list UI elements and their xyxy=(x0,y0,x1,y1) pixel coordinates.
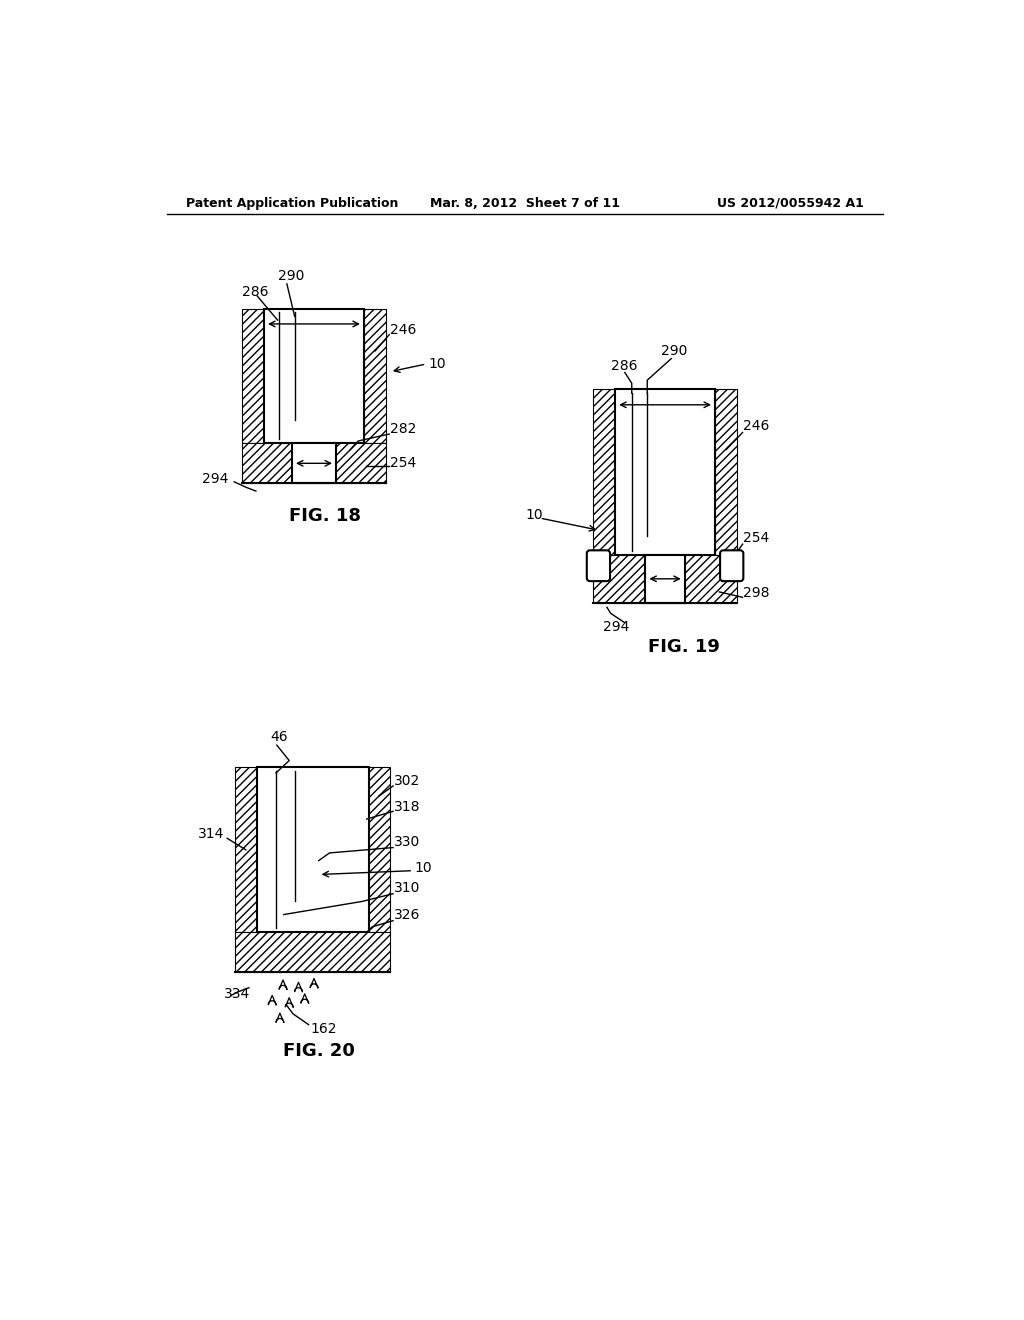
Text: 290: 290 xyxy=(278,269,304,284)
Text: 294: 294 xyxy=(603,620,630,635)
Text: 10: 10 xyxy=(429,356,446,371)
Text: Mar. 8, 2012  Sheet 7 of 11: Mar. 8, 2012 Sheet 7 of 11 xyxy=(430,197,620,210)
Text: 10: 10 xyxy=(525,508,543,521)
Text: 162: 162 xyxy=(311,1022,337,1036)
FancyBboxPatch shape xyxy=(587,550,610,581)
Bar xyxy=(365,309,386,444)
Text: 254: 254 xyxy=(390,457,416,470)
Text: 10: 10 xyxy=(415,862,432,875)
Text: 326: 326 xyxy=(394,908,420,923)
Bar xyxy=(593,389,614,554)
Text: 286: 286 xyxy=(611,359,637,374)
Text: 318: 318 xyxy=(394,800,420,813)
Text: 254: 254 xyxy=(743,531,770,545)
Text: 46: 46 xyxy=(270,730,288,744)
Bar xyxy=(645,554,685,603)
Text: FIG. 20: FIG. 20 xyxy=(283,1041,355,1060)
Text: 294: 294 xyxy=(202,473,228,487)
Bar xyxy=(242,309,263,444)
Bar xyxy=(234,767,257,932)
Bar xyxy=(292,444,337,483)
Bar xyxy=(369,767,390,932)
Text: Patent Application Publication: Patent Application Publication xyxy=(186,197,398,210)
Text: 246: 246 xyxy=(743,420,770,433)
Bar xyxy=(614,389,716,554)
Text: FIG. 19: FIG. 19 xyxy=(648,639,720,656)
Text: 314: 314 xyxy=(198,828,224,841)
Bar xyxy=(593,554,737,603)
Text: 290: 290 xyxy=(662,345,687,358)
Bar xyxy=(242,444,386,483)
Text: 310: 310 xyxy=(394,882,420,895)
FancyBboxPatch shape xyxy=(720,550,743,581)
Bar xyxy=(234,932,390,973)
Bar xyxy=(716,389,737,554)
Bar xyxy=(257,767,369,932)
Text: 302: 302 xyxy=(394,774,420,788)
Text: FIG. 18: FIG. 18 xyxy=(289,507,361,524)
Text: 334: 334 xyxy=(224,987,250,1001)
Text: 286: 286 xyxy=(242,285,268,298)
Text: 298: 298 xyxy=(743,586,770,601)
Text: US 2012/0055942 A1: US 2012/0055942 A1 xyxy=(718,197,864,210)
Text: 246: 246 xyxy=(390,323,417,337)
Text: 282: 282 xyxy=(390,422,417,437)
Text: 330: 330 xyxy=(394,836,420,849)
Bar xyxy=(263,309,365,444)
